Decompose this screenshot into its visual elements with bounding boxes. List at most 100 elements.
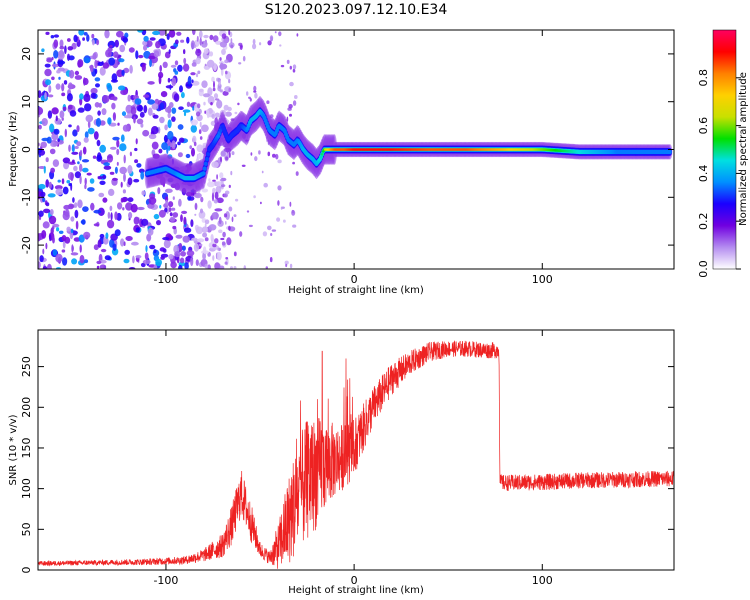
noise-speck — [67, 104, 73, 110]
noise-speck — [118, 85, 126, 91]
noise-speck — [225, 211, 230, 220]
noise-speck — [168, 145, 171, 151]
noise-speck — [277, 200, 280, 206]
y-tick-label: 200 — [20, 397, 33, 418]
noise-speck — [77, 60, 82, 68]
noise-speck — [149, 58, 152, 68]
noise-speck — [134, 98, 142, 105]
noise-speck — [41, 230, 47, 239]
noise-speck — [51, 226, 55, 230]
noise-speck — [66, 180, 71, 184]
noise-speck — [120, 181, 123, 188]
noise-speck — [163, 134, 168, 143]
noise-speck — [133, 178, 140, 183]
noise-speck — [277, 185, 282, 191]
noise-speck — [220, 156, 222, 163]
noise-speck — [219, 172, 224, 179]
noise-speck — [254, 156, 258, 162]
noise-speck — [109, 171, 115, 175]
noise-speck — [125, 236, 133, 241]
noise-speck — [103, 165, 112, 170]
noise-speck — [85, 114, 94, 123]
noise-speck — [94, 102, 100, 108]
snr-x-axis-label: Height of straight line (km) — [288, 585, 424, 596]
noise-speck — [216, 174, 218, 180]
noise-speck — [74, 209, 79, 219]
noise-speck — [61, 178, 65, 185]
noise-speck — [123, 115, 132, 119]
noise-speck — [136, 206, 145, 211]
noise-speck — [100, 248, 107, 253]
noise-speck — [137, 105, 143, 112]
noise-speck — [178, 137, 185, 143]
noise-speck — [96, 154, 103, 162]
noise-speck — [52, 236, 55, 244]
noise-speck — [182, 235, 190, 243]
noise-speck — [171, 116, 176, 122]
noise-speck — [158, 148, 163, 154]
noise-speck — [99, 144, 106, 153]
noise-speck — [112, 136, 120, 141]
noise-speck — [250, 152, 253, 156]
noise-speck — [288, 104, 293, 109]
noise-speck — [143, 35, 149, 42]
noise-speck — [159, 205, 162, 209]
noise-speck — [43, 165, 46, 174]
noise-speck — [212, 255, 215, 261]
noise-speck — [212, 179, 216, 182]
ridge-mid — [203, 161, 208, 166]
noise-speck — [224, 261, 228, 265]
noise-speck — [127, 177, 133, 186]
noise-speck — [56, 227, 60, 232]
noise-speck — [262, 231, 268, 237]
noise-speck — [178, 198, 182, 207]
noise-speck — [168, 30, 176, 38]
noise-speck — [237, 102, 240, 106]
noise-speck — [83, 32, 88, 36]
noise-speck — [179, 257, 185, 264]
ridge-core — [320, 153, 324, 156]
noise-speck — [285, 263, 288, 268]
noise-speck — [53, 50, 59, 59]
noise-speck — [189, 145, 192, 150]
noise-speck — [50, 167, 55, 174]
noise-speck — [49, 209, 54, 216]
noise-speck — [49, 123, 55, 133]
noise-speck — [136, 118, 144, 125]
noise-speck — [103, 162, 110, 167]
noise-speck — [59, 45, 65, 50]
x-tick-label: 0 — [351, 273, 358, 286]
noise-speck — [289, 201, 292, 207]
noise-speck — [289, 81, 294, 87]
colorbar-tick-label: 0.2 — [697, 212, 710, 230]
noise-speck — [44, 92, 47, 100]
noise-speck — [133, 116, 136, 124]
noise-speck — [62, 106, 67, 112]
noise-speck — [144, 252, 149, 260]
noise-speck — [76, 125, 80, 133]
noise-speck — [204, 263, 209, 269]
noise-speck — [171, 140, 176, 150]
noise-speck — [160, 91, 168, 98]
noise-speck — [69, 110, 77, 117]
noise-speck — [194, 213, 197, 216]
noise-speck — [159, 102, 164, 111]
y-tick-label: 20 — [20, 47, 33, 61]
chart-title: S120.2023.097.12.10.E34 — [265, 2, 448, 18]
ridge-core — [577, 150, 582, 154]
noise-speck — [108, 188, 115, 196]
noise-speck — [214, 208, 223, 212]
noise-speck — [295, 171, 299, 176]
noise-speck — [82, 206, 89, 213]
noise-speck — [57, 138, 60, 143]
noise-speck — [68, 183, 72, 187]
snr-series-line — [38, 340, 674, 569]
noise-speck — [292, 161, 295, 165]
noise-speck — [204, 237, 209, 242]
noise-speck — [202, 246, 207, 254]
noise-speck — [97, 176, 103, 180]
noise-speck — [68, 82, 73, 90]
noise-speck — [214, 112, 220, 118]
noise-speck — [234, 111, 238, 115]
noise-speck — [114, 166, 118, 174]
